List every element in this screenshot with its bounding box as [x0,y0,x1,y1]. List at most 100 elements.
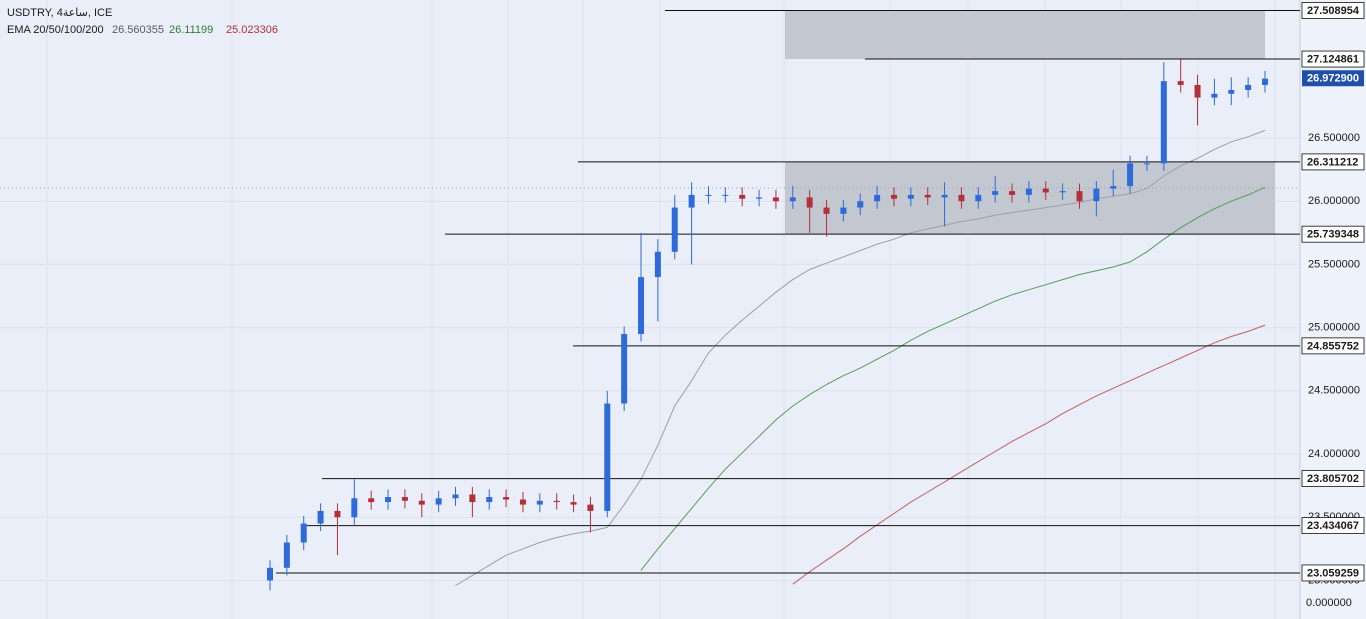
indicator-value: 26.11199 [169,24,213,36]
candle-body [739,194,746,199]
candle-body [1177,81,1184,85]
level-tag [1301,564,1365,582]
level-tag [1301,2,1365,19]
candle-body [756,197,763,199]
level-label: 23.805702 [1307,473,1359,485]
candle-body [1127,163,1134,187]
y-tick-label: 25.500000 [1308,258,1360,270]
level-label: 27.124861 [1307,53,1359,65]
candles [267,59,1268,591]
level-label: 26.311212 [1307,156,1358,168]
candle-body [1262,78,1268,85]
candle-body [1211,93,1218,98]
last-price-label: 26.972900 [1307,73,1359,85]
candle-body [789,197,796,202]
indicator-value: 26.560355 [112,24,164,36]
level-tags: 27.508954 27.124861 26.311212 25.739348 24.8… [1301,2,1365,582]
candle-body [553,500,560,503]
candle-body [334,510,341,518]
candle-body [823,207,830,214]
candle-body [452,494,459,499]
candle-body [317,510,324,524]
candle-body [486,497,493,503]
candle-body [401,497,408,501]
grid [0,0,1300,619]
candle-body [1160,81,1167,164]
candle-body [975,194,982,202]
candle-body [519,499,526,505]
candle-body [1009,191,1016,195]
candle-body [385,497,392,503]
candle-body [1228,89,1235,94]
candle-body [536,500,543,505]
candle-body [840,207,847,214]
candle-body [722,194,729,196]
zones [0,10,1300,235]
y-tick-label: 24.500000 [1308,385,1360,397]
candle-body [267,567,273,581]
candle-body [435,498,442,505]
candle-body [806,197,813,208]
candle-body [654,251,661,278]
zone [785,10,1265,60]
level-label: 27.508954 [1307,5,1360,17]
candle-body [958,194,965,202]
candle-body [604,403,611,511]
level-tag [1301,337,1365,355]
candle-body [924,194,931,198]
candle-body [1093,188,1100,202]
ema-line [640,186,1266,571]
candle-body [587,504,594,511]
candle-body [418,500,425,505]
candle-body [705,194,712,196]
level-label: 25.739348 [1307,229,1359,241]
candle-body [1143,163,1150,165]
candle-body [1110,186,1117,189]
y-tick-label: 25.000000 [1308,322,1360,334]
level-tag [1301,225,1365,243]
y-tick-label: 26.500000 [1308,132,1360,144]
y-tick-label: 24.000000 [1308,448,1360,460]
level-label: 24.855752 [1307,340,1359,352]
ema-line [792,324,1266,585]
candle-body [890,194,897,199]
level-tag [1301,470,1365,488]
candle-body [368,498,375,503]
candle-body [469,494,476,503]
candle-body [874,194,881,202]
level-label: 23.434067 [1307,520,1359,532]
candle-body [907,194,914,199]
candle-body [772,197,779,202]
candle-body [283,542,290,568]
candle-body [941,194,948,198]
candle-body [857,201,864,208]
candle-body [1025,188,1032,195]
candle-body [570,502,577,505]
level-tag [1301,517,1365,534]
level-tag [1301,153,1365,171]
candle-body [671,207,678,252]
candle-body [1245,84,1252,90]
candle-body [351,498,358,518]
last-price-tag [1302,70,1364,87]
levels [276,9,1300,574]
level-label: 23.059259 [1307,567,1359,579]
level-tag [1301,50,1365,68]
candle-body [300,523,307,543]
candle-body [1042,188,1049,193]
y-axis: 23.00000023.50000024.00000024.50000025.0… [1308,132,1360,586]
symbol-title: USDTRY, 4ساعة, ICE [7,7,112,19]
candle-body [1194,84,1201,98]
candle-body [1059,191,1066,193]
y-tick-label: 26.000000 [1308,195,1360,207]
candle-body [621,333,628,404]
indicator-label: EMA 20/50/100/200 [7,24,104,36]
zone [785,161,1275,235]
candle-body [638,277,645,334]
indicator-value: 25.023306 [226,24,278,36]
price-scale [1300,0,1366,619]
candle-body [688,194,695,208]
